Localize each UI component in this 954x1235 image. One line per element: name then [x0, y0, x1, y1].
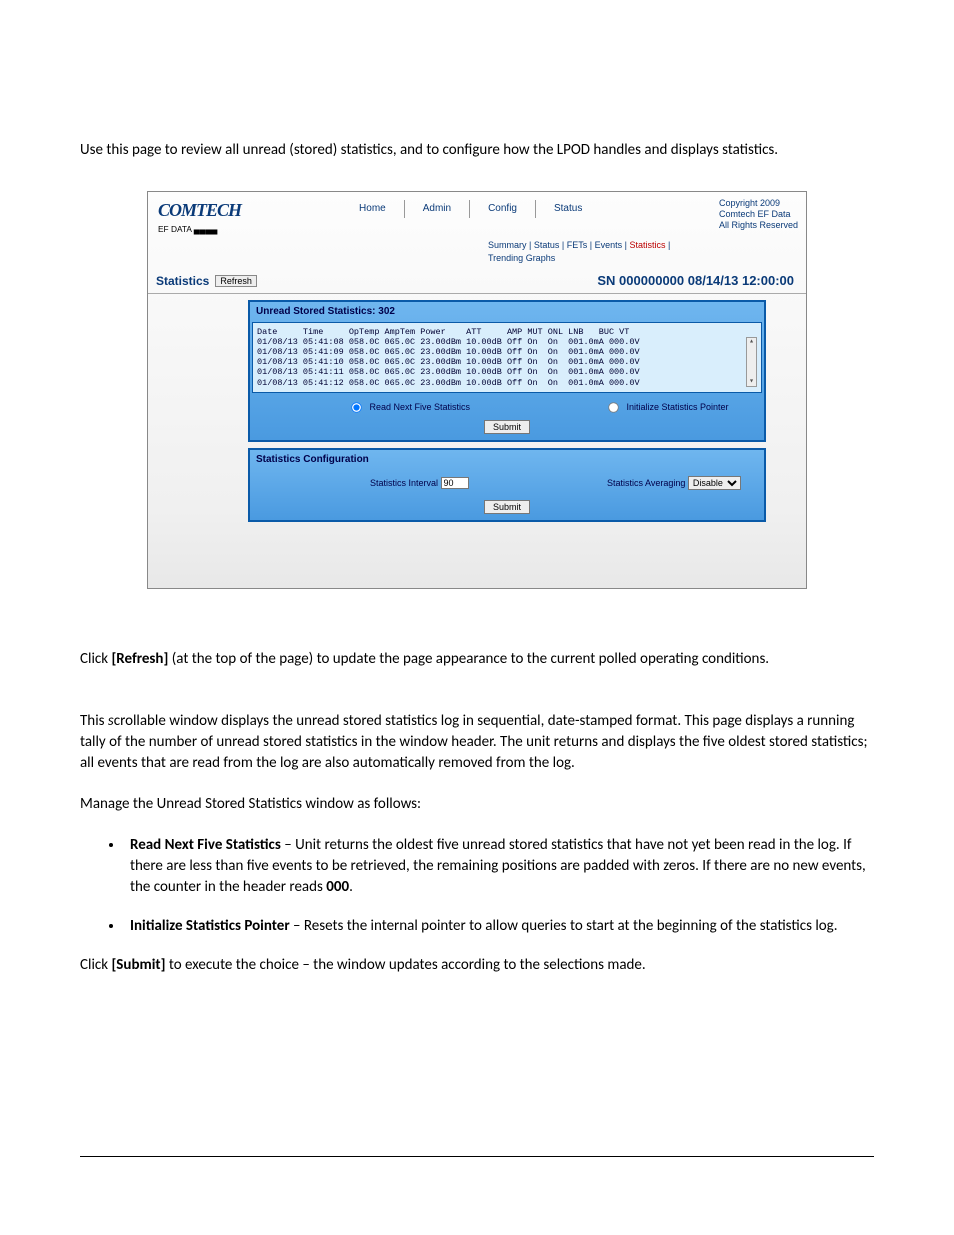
comtech-logo: COMTECH EF DATA ▄▄▄▄ — [158, 198, 241, 237]
unread-stats-title: Unread Stored Statistics: 302 — [250, 302, 764, 322]
stats-config-title: Statistics Configuration — [250, 450, 764, 470]
bullet-read-next: Read Next Five Statistics – Unit returns… — [124, 835, 874, 898]
nav-config[interactable]: Config — [470, 200, 536, 218]
nav-admin[interactable]: Admin — [405, 200, 470, 218]
intro-text: Use this page to review all unread (stor… — [80, 140, 874, 161]
subnav-status[interactable]: Status — [534, 240, 560, 250]
footer-rule — [80, 1156, 874, 1157]
unread-stats-panel: Unread Stored Statistics: 302 Date Time … — [248, 300, 766, 442]
bullet-list: Read Next Five Statistics – Unit returns… — [124, 835, 874, 937]
log-scrollbar[interactable]: ▴▾ — [746, 337, 757, 387]
subnav-trending[interactable]: Trending Graphs — [488, 253, 555, 263]
copyright: Copyright 2009 Comtech EF Data All Right… — [719, 198, 798, 230]
bullet-init-pointer: Initialize Statistics Pointer – Resets t… — [124, 916, 874, 937]
main-nav: Home Admin Config Status — [341, 200, 719, 218]
subnav-summary[interactable]: Summary — [488, 240, 527, 250]
sub-nav: Summary | Status | FETs | Events | Stati… — [488, 239, 806, 252]
submit-instruction: Click [Submit] to execute the choice – t… — [80, 955, 874, 976]
stats-log: Date Time OpTemp AmpTem Power ATT AMP MU… — [257, 327, 757, 388]
scrollable-description: This scrollable window displays the unre… — [80, 711, 874, 774]
statistics-heading: Statistics — [156, 273, 209, 290]
averaging-label: Statistics Averaging — [607, 478, 685, 488]
averaging-select[interactable]: Disable — [688, 476, 741, 490]
nav-home[interactable]: Home — [341, 200, 405, 218]
subnav-statistics[interactable]: Statistics — [629, 240, 665, 250]
manage-instruction: Manage the Unread Stored Statistics wind… — [80, 794, 874, 815]
interval-label: Statistics Interval — [370, 478, 438, 488]
submit-button-2[interactable]: Submit — [484, 500, 530, 514]
subnav-fets[interactable]: FETs — [567, 240, 588, 250]
interval-input[interactable] — [441, 477, 469, 489]
submit-button-1[interactable]: Submit — [484, 420, 530, 434]
refresh-instruction: Click [Refresh] (at the top of the page)… — [80, 649, 874, 670]
stats-config-panel: Statistics Configuration Statistics Inte… — [248, 448, 766, 522]
nav-status[interactable]: Status — [536, 200, 600, 218]
init-pointer-radio[interactable]: Initialize Statistics Pointer — [607, 402, 729, 412]
serial-number: SN 000000000 08/14/13 12:00:00 — [597, 272, 794, 290]
refresh-button[interactable]: Refresh — [215, 275, 257, 287]
statistics-screenshot: COMTECH EF DATA ▄▄▄▄ Home Admin Config S… — [147, 191, 807, 589]
read-next-five-radio[interactable]: Read Next Five Statistics — [350, 402, 470, 412]
subnav-events[interactable]: Events — [595, 240, 623, 250]
